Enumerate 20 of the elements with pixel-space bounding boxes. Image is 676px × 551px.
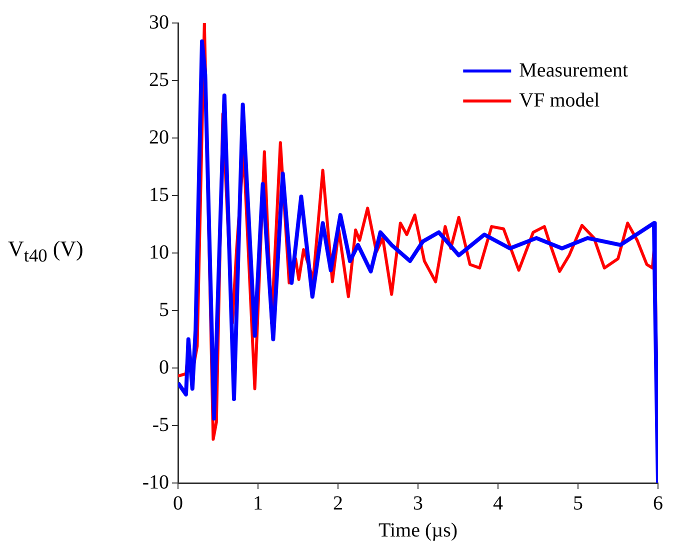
- y-tick-label: 10: [149, 241, 169, 264]
- legend-label: Measurement: [519, 59, 628, 82]
- x-tick-label: 1: [253, 492, 263, 514]
- x-tick-label: 4: [493, 492, 503, 514]
- y-tick-label: 5: [159, 298, 169, 321]
- y-axis-title: V$_{t40}$ (V): [8, 236, 84, 266]
- x-tick-label: 2: [333, 492, 343, 514]
- y-tick-label: 20: [149, 126, 169, 148]
- x-tick-label: 6: [653, 492, 663, 514]
- y-tick-label: -5: [152, 414, 169, 436]
- y-tick-label: 25: [149, 68, 169, 91]
- y-tick-label: 0: [159, 356, 169, 378]
- x-axis-title: Time (µs): [378, 519, 458, 542]
- y-tick-label: 30: [149, 11, 169, 34]
- legend-label: VF model: [519, 89, 600, 112]
- x-tick-label: 3: [413, 492, 423, 514]
- y-tick-label: -10: [142, 471, 169, 494]
- y-tick-label: 15: [149, 184, 169, 206]
- x-tick-label: 5: [573, 492, 583, 514]
- x-tick-label: 0: [173, 492, 183, 514]
